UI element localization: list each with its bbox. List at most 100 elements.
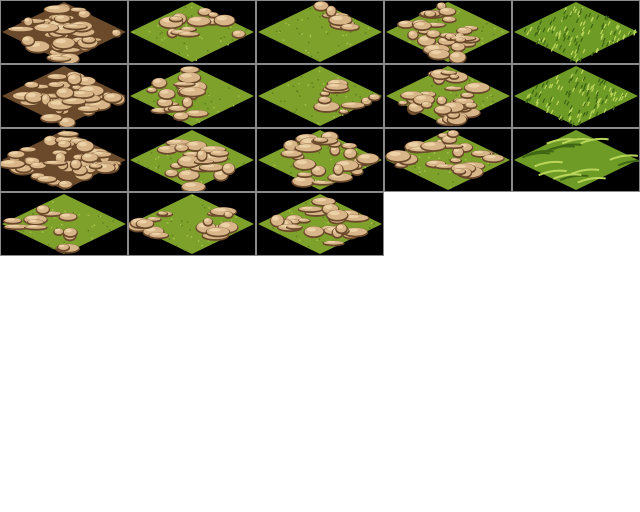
grass-blade [572,87,576,93]
grass-speck [207,240,210,242]
grass-speck [200,181,202,183]
grass-speck [298,82,300,85]
tile-dirt-grass-bottom[interactable] [384,128,512,192]
tile-dirt-full-b[interactable] [0,64,128,128]
stone-highlight [334,165,340,170]
stone-highlight [24,18,30,22]
tile-dirt-grass-bottom-right[interactable] [384,64,512,128]
tile-dirt-grass-bottom-b[interactable] [256,192,384,256]
stone-highlight [272,216,279,221]
grass-blade [545,102,549,108]
tile-grass-dirt-most[interactable] [256,128,384,192]
grass-blade [569,36,573,42]
grass-speck [156,37,158,39]
stone-highlight [53,150,62,153]
grass-speck [317,51,319,54]
grass-speck [180,220,183,222]
grass-speck [272,227,274,229]
grass-speck [471,79,474,81]
grass-speck [147,167,149,169]
grass-blade [603,23,607,29]
grass-blade [595,48,600,54]
grass-speck [53,216,56,219]
grass-speck [150,152,153,154]
tile-tall-grass-a[interactable] [512,0,640,64]
tile-grass-dirt-center[interactable] [128,128,256,192]
grass-blade [570,50,574,56]
grass-speck [316,239,318,241]
grass-blade [596,98,600,104]
tile-grass-dirt-left[interactable] [128,64,256,128]
tile-grass-dirt-top[interactable] [128,0,256,64]
stone-highlight [327,6,333,11]
grass-speck [488,163,491,166]
grass-speck [423,170,426,172]
grass-stripe [534,160,563,168]
stone-highlight [415,22,425,26]
stone-highlight [362,97,368,102]
grass-blade [562,48,566,53]
grass-blade [567,90,571,95]
stone-highlight [359,154,371,159]
grass-blade [562,16,566,21]
grass-speck [154,158,157,160]
tile-base [2,194,126,254]
tile-tall-grass-b[interactable] [512,64,640,128]
stone-highlight [182,87,196,92]
grass-speck [349,31,352,34]
tile-dirt-full[interactable] [0,0,128,64]
grass-blade [567,35,571,41]
grass-blade [542,39,547,45]
grass-speck [185,45,188,48]
grass-blade [535,98,539,104]
grass-blade [598,97,602,103]
tile-graphic [129,194,254,254]
stone-highlight [27,225,39,228]
grass-speck [170,220,172,223]
tile-dirt-grass-top-right[interactable] [0,192,128,256]
grass-speck [201,244,203,247]
grass-blade [548,83,552,89]
grass-speck [187,16,190,19]
grass-blade [577,109,581,115]
grass-blade [550,47,554,52]
tile-grass-dirt-right[interactable] [256,64,384,128]
stone-highlight [399,21,408,25]
grass-speck [235,216,237,218]
stone-highlight [175,112,183,117]
tile-graphic [2,194,126,254]
grass-speck [486,22,488,25]
grass-blade [526,30,530,36]
grass-speck [157,25,159,27]
stone-highlight [74,155,80,158]
grass-speck [285,22,287,25]
grass-speck [296,27,298,30]
grass-blade [601,22,605,28]
tile-grass-dirt-top-small[interactable] [256,0,384,64]
stone-highlight [203,146,216,150]
grass-blade [580,69,584,75]
stone-highlight [5,218,15,221]
stone-highlight [329,211,340,216]
grass-speck [482,100,484,103]
tile-dirt-full-c[interactable] [0,128,128,192]
stone-highlight [64,228,72,233]
tile-base [258,66,382,126]
grass-blade [557,85,561,90]
grass-speck [157,156,160,159]
tile-tall-grass-striped[interactable] [512,128,640,192]
stone-highlight [188,110,200,114]
stone-highlight [188,141,199,146]
grass-blade [542,27,546,33]
stone-highlight [56,153,62,159]
tile-graphic [514,130,639,190]
grass-speck [456,12,459,14]
grass-speck [501,31,504,33]
grass-blade [607,39,611,45]
stone-highlight [306,227,317,232]
stone-highlight [458,27,466,31]
grass-speck [230,26,232,29]
tile-dirt-grass-right[interactable] [384,0,512,64]
tile-grass-dirt-sides[interactable] [128,192,256,256]
stone-highlight [176,145,184,148]
